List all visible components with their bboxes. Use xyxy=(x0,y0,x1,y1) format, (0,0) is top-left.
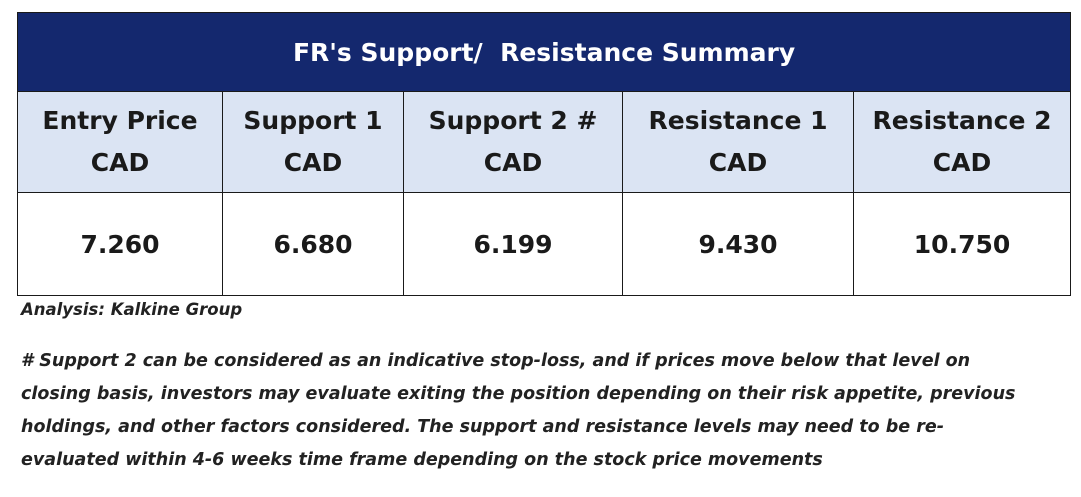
header-row: Entry Price CAD Support 1 CAD Support 2 … xyxy=(17,91,1072,193)
disclaimer-line: closing basis, investors may evaluate ex… xyxy=(21,384,1016,404)
value-entry-price: 7.260 xyxy=(17,192,223,296)
table-title: FR's Support/ Resistance Summary xyxy=(16,12,1072,92)
header-currency: CAD xyxy=(483,148,543,177)
support-resistance-table: FR's Support/ Resistance Summary Entry P… xyxy=(16,12,1072,296)
header-label: Support 1 xyxy=(243,106,383,135)
header-entry-price: Entry Price CAD xyxy=(17,91,223,193)
value-row: 7.260 6.680 6.199 9.430 10.750 xyxy=(17,192,1072,296)
value-support-1: 6.680 xyxy=(222,192,404,296)
header-support-2: Support 2 # CAD xyxy=(403,91,623,193)
disclaimer-line: holdings, and other factors considered. … xyxy=(21,417,945,437)
disclaimer-line: # Support 2 can be considered as an indi… xyxy=(21,351,971,371)
header-label: Resistance 2 xyxy=(872,106,1052,135)
header-currency: CAD xyxy=(283,148,343,177)
title-row: FR's Support/ Resistance Summary xyxy=(16,12,1072,92)
value-resistance-2: 10.750 xyxy=(852,192,1072,296)
value-resistance-1: 9.430 xyxy=(622,192,854,296)
disclaimer-line: evaluated within 4-6 weeks time frame de… xyxy=(21,450,823,470)
value-support-2: 6.199 xyxy=(403,192,623,296)
header-label: Entry Price xyxy=(42,106,198,135)
header-currency: CAD xyxy=(90,148,150,177)
disclaimer-text: # Support 2 can be considered as an indi… xyxy=(21,345,1061,477)
header-label: Support 2 # xyxy=(428,106,598,135)
header-resistance-1: Resistance 1 CAD xyxy=(622,91,854,193)
header-support-1: Support 1 CAD xyxy=(222,91,404,193)
analysis-credit: Analysis: Kalkine Group xyxy=(21,300,243,319)
header-currency: CAD xyxy=(932,148,992,177)
header-resistance-2: Resistance 2 CAD xyxy=(852,91,1072,193)
header-currency: CAD xyxy=(708,148,768,177)
header-label: Resistance 1 xyxy=(648,106,828,135)
